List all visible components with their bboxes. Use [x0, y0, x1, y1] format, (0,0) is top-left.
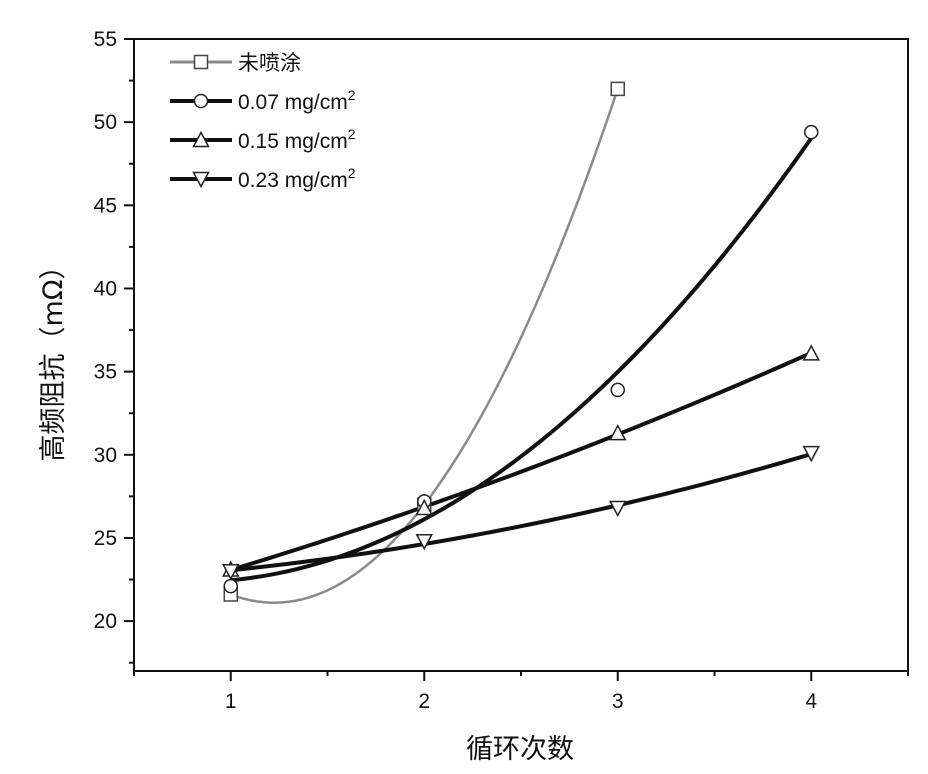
y-tick-label: 35 — [94, 361, 117, 384]
data-point — [804, 124, 819, 140]
data-point — [608, 424, 627, 441]
y-tick-label: 30 — [94, 444, 117, 467]
y-axis-title: 高频阻抗（mΩ） — [38, 253, 69, 462]
data-point — [802, 445, 821, 463]
y-tick-label: 45 — [94, 194, 117, 217]
x-tick-label: 4 — [805, 690, 817, 713]
y-tick-label: 55 — [94, 28, 117, 51]
series-markers — [221, 81, 821, 602]
axes: 20 25 30 35 40 45 50 55 1 2 3 4 — [94, 28, 909, 713]
y-tick-label: 25 — [94, 527, 117, 550]
data-point — [223, 578, 238, 594]
legend-marker — [193, 93, 209, 109]
legend-label: 0.15 mg/cm2 — [238, 126, 356, 153]
data-point — [221, 563, 240, 581]
data-point — [415, 498, 434, 516]
x-tick-label: 3 — [612, 690, 624, 713]
series-line-1 — [230, 136, 813, 583]
legend-label: 未喷涂 — [238, 52, 301, 75]
y-tick-label: 40 — [94, 277, 117, 300]
data-point — [610, 382, 625, 398]
legend-marker — [192, 130, 210, 148]
data-point — [610, 81, 625, 97]
series-line-0 — [230, 88, 619, 604]
series-line-2 — [230, 351, 813, 572]
legend-label: 0.07 mg/cm2 — [238, 87, 356, 114]
y-tick-label: 20 — [94, 610, 117, 633]
legend-marker — [193, 54, 209, 70]
x-tick-label: 2 — [418, 690, 430, 713]
series-line-3 — [230, 452, 812, 573]
legend: 未喷涂 0.07 mg/cm2 0.15 mg/cm2 0.23 mg/cm2 — [170, 52, 356, 192]
x-axis-title: 循环次数 — [466, 734, 574, 765]
series-curves — [230, 88, 813, 604]
data-point — [802, 344, 821, 361]
data-point — [415, 534, 434, 551]
legend-marker — [192, 171, 210, 189]
x-tick-label: 1 — [225, 690, 237, 713]
data-point — [608, 500, 627, 518]
legend-label: 0.23 mg/cm2 — [238, 165, 356, 192]
y-tick-label: 50 — [94, 111, 117, 134]
